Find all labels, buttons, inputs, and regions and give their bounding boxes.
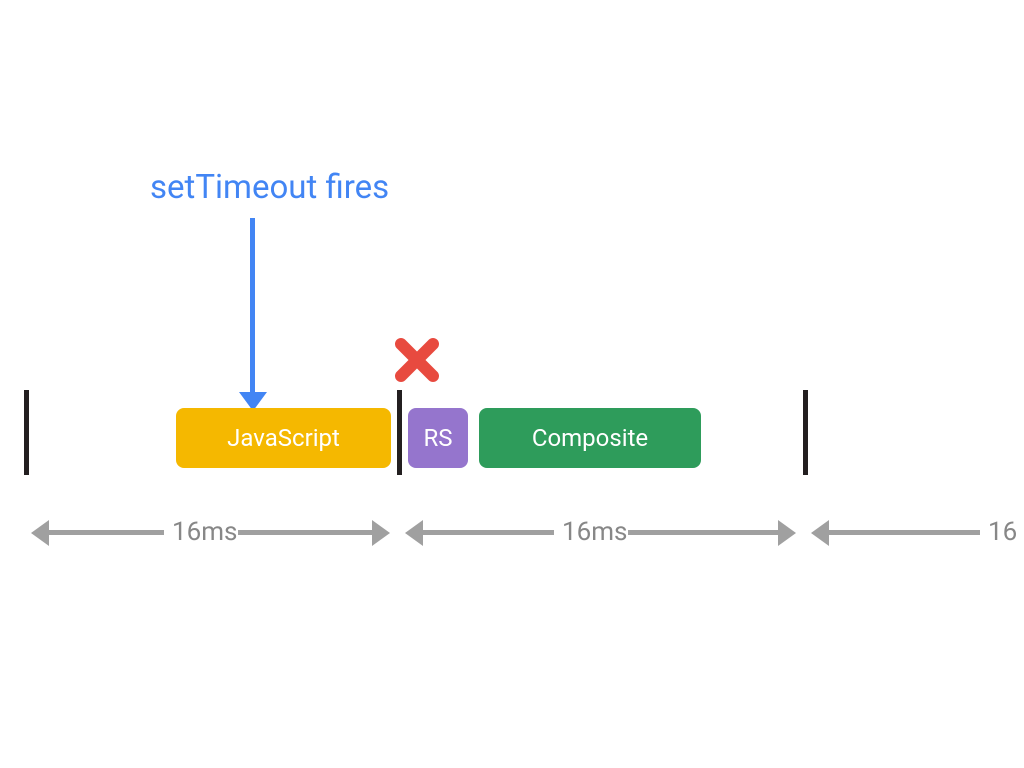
interval-label-0: 16ms <box>172 517 237 547</box>
arrow-head-right-icon <box>372 520 390 546</box>
interval-label-2: 16 <box>988 517 1017 547</box>
title-label: setTimeout fires <box>150 168 389 207</box>
frame-boundary-0 <box>24 390 29 475</box>
arrow-head-left-icon <box>405 520 423 546</box>
x-icon <box>395 338 439 382</box>
interval-arrow-left-2 <box>824 530 980 535</box>
arrow-line <box>250 218 255 396</box>
arrow-head-left-icon <box>31 520 49 546</box>
interval-label-1: 16ms <box>562 517 627 547</box>
interval-arrow-left-0 <box>44 530 164 535</box>
interval-arrow-left-1 <box>418 530 554 535</box>
timeline-diagram: setTimeout fires JavaScript RSComposite 1… <box>0 0 1024 768</box>
frame-boundary-1 <box>397 390 402 475</box>
interval-arrow-right-1 <box>628 530 783 535</box>
arrow-head-left-icon <box>811 520 829 546</box>
task-block-rs: RS <box>408 408 468 468</box>
interval-arrow-right-0 <box>238 530 377 535</box>
task-block-javascript: JavaScript <box>176 408 391 468</box>
frame-boundary-2 <box>803 390 808 475</box>
task-block-composite: Composite <box>479 408 701 468</box>
arrow-head-right-icon <box>778 520 796 546</box>
